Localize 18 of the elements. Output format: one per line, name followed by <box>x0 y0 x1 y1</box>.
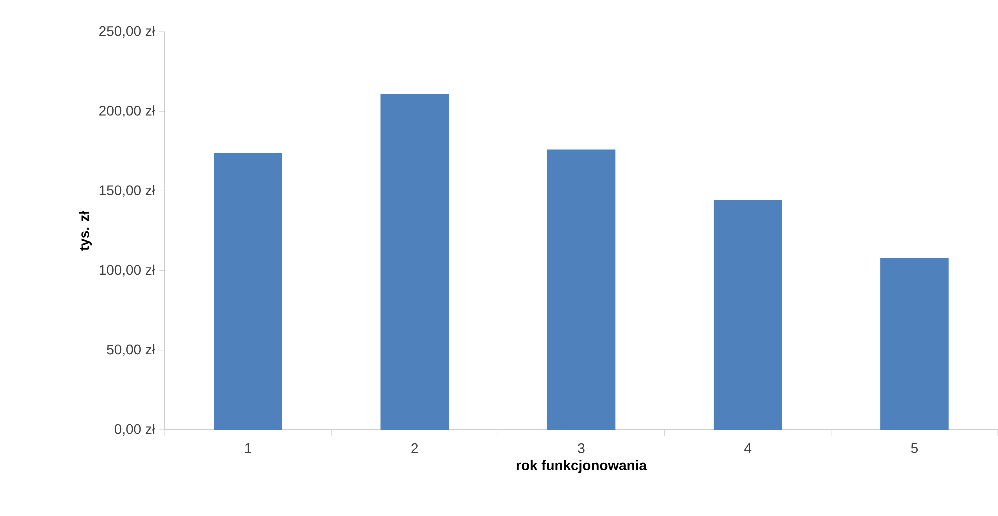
y-tick-label: 200,00 zł <box>100 106 156 118</box>
bar <box>214 152 282 430</box>
x-tick-label: 5 <box>911 444 918 454</box>
y-tick-label: 50,00 zł <box>107 344 156 356</box>
y-tick-label: 100,00 zł <box>100 264 156 277</box>
x-tick-label: 2 <box>412 444 418 454</box>
y-tick-label: 150,00 zł <box>100 185 156 198</box>
bar <box>714 200 782 430</box>
x-tick-label: 4 <box>744 444 752 454</box>
bar <box>880 258 949 430</box>
y-tick-label: 0,00 zł <box>114 424 156 436</box>
x-axis-title: rok funkcjonowania <box>516 460 648 474</box>
y-tick-label: 250,00 zł <box>100 26 156 38</box>
bar <box>547 150 616 430</box>
bar <box>380 94 450 430</box>
y-axis-title: tys. zł <box>79 211 92 251</box>
x-tick-label: 3 <box>578 444 585 454</box>
x-tick-label: 1 <box>245 444 252 454</box>
